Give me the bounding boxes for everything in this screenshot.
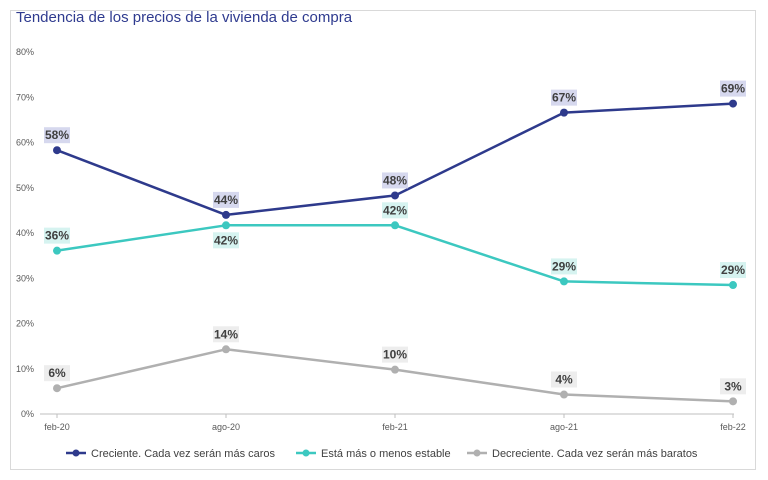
- data-label: 67%: [552, 91, 576, 105]
- y-tick-label: 40%: [16, 228, 34, 238]
- data-label-box: [44, 365, 70, 382]
- data-point: [729, 397, 737, 406]
- y-tick-label: 0%: [21, 409, 34, 419]
- data-label-box: [551, 371, 577, 388]
- y-tick-label: 20%: [16, 319, 34, 329]
- data-label-box: [382, 172, 408, 189]
- y-tick-label: 10%: [16, 364, 34, 374]
- y-tick-label: 60%: [16, 138, 34, 148]
- data-point: [53, 146, 61, 155]
- legend-label: Creciente. Cada vez serán más caros: [91, 448, 276, 460]
- data-label-box: [44, 127, 70, 144]
- data-point: [560, 108, 568, 117]
- data-label-box: [551, 89, 577, 106]
- data-point: [729, 99, 737, 108]
- x-tick-label: ago-21: [550, 422, 578, 432]
- data-label: 6%: [48, 366, 66, 380]
- data-point: [222, 221, 230, 230]
- data-label-box: [213, 232, 239, 249]
- legend-label: Está más o menos estable: [321, 448, 451, 460]
- x-tick-label: ago-20: [212, 422, 240, 432]
- series-line: [56, 224, 734, 287]
- data-point: [729, 281, 737, 290]
- legend-marker: [302, 449, 310, 457]
- chart-title: Tendencia de los precios de la vivienda …: [16, 9, 353, 26]
- data-label-box: [382, 202, 408, 219]
- x-tick-label: feb-21: [382, 422, 408, 432]
- data-point: [391, 221, 399, 230]
- data-point: [560, 390, 568, 399]
- legend-marker: [473, 449, 481, 457]
- legend-marker: [72, 449, 80, 457]
- data-label: 29%: [552, 259, 576, 273]
- legend: Creciente. Cada vez serán más caros Está …: [66, 448, 698, 460]
- data-label-box: [44, 227, 70, 244]
- data-label: 14%: [214, 327, 238, 341]
- data-label-box: [213, 326, 239, 343]
- y-tick-label: 30%: [16, 273, 34, 283]
- x-tick-label: feb-22: [720, 422, 746, 432]
- data-point: [391, 191, 399, 200]
- data-point: [560, 277, 568, 286]
- data-label-box: [720, 262, 746, 279]
- data-label: 69%: [721, 82, 745, 96]
- axes: 0% 10% 20% 30% 40% 50% 60% 70% 80% feb-20 ago-20 fe…: [16, 47, 746, 432]
- data-point: [222, 345, 230, 354]
- data-label: 36%: [45, 229, 69, 243]
- data-label: 42%: [214, 233, 238, 247]
- data-point: [53, 384, 61, 393]
- data-label: 44%: [214, 193, 238, 207]
- data-point: [53, 246, 61, 255]
- data-label: 58%: [45, 128, 69, 142]
- y-tick-label: 50%: [16, 183, 34, 193]
- data-label-box: [213, 191, 239, 208]
- data-label: 29%: [721, 263, 745, 277]
- data-label: 10%: [383, 348, 407, 362]
- y-tick-label: 70%: [16, 92, 34, 102]
- data-label-box: [720, 80, 746, 97]
- data-point: [391, 365, 399, 374]
- legend-label: Decreciente. Cada vez serán más baratos: [492, 448, 698, 460]
- data-label-box: [382, 346, 408, 363]
- data-label: 48%: [383, 173, 407, 187]
- data-label-box: [720, 378, 746, 395]
- series-lines: [53, 99, 737, 406]
- data-label: 42%: [383, 203, 407, 217]
- x-tick-label: feb-20: [44, 422, 70, 432]
- data-labels: 58% 44% 48% 67% 69% 36% 42% 42% 29% 29% 6% 14% 10% 4%…: [44, 80, 746, 395]
- data-label: 3%: [724, 379, 742, 393]
- data-label: 4%: [555, 373, 573, 387]
- data-point: [222, 210, 230, 219]
- y-tick-label: 80%: [16, 47, 34, 57]
- data-label-box: [551, 258, 577, 275]
